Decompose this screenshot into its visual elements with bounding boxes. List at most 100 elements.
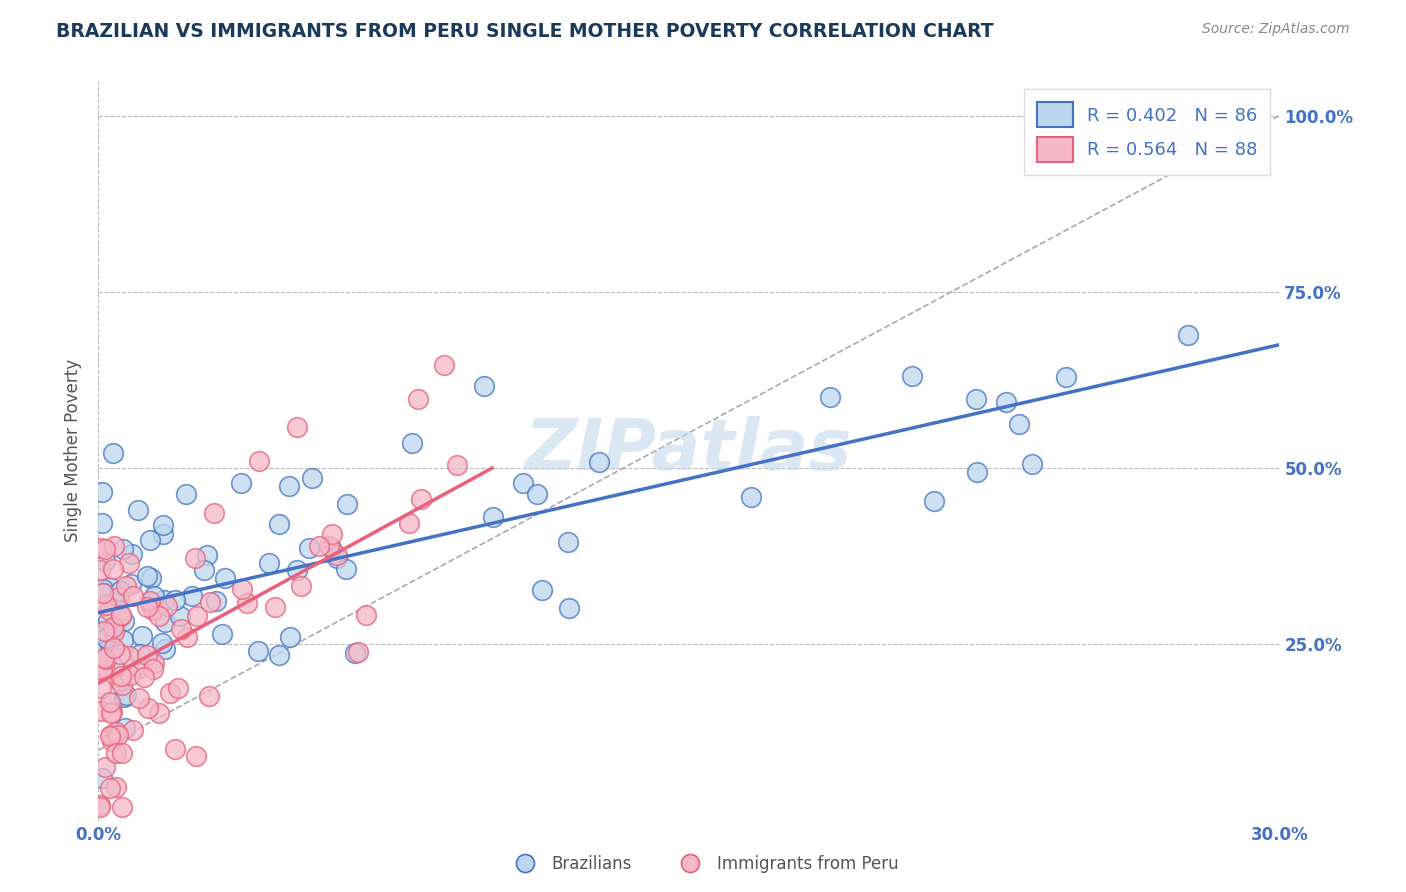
Point [169,608,191,623]
Point [91,663,114,677]
Point [152,527,174,541]
Point [139,594,162,608]
Point [94,652,117,666]
Point [94,760,117,774]
Point [204,594,226,608]
Point [89,799,111,814]
Point [354,608,377,623]
Point [257,556,280,570]
Point [101,620,124,634]
Point [558,600,581,615]
Point [101,729,124,743]
Point [103,625,125,640]
Point [98,780,121,795]
Point [97,614,120,628]
Point [90,681,112,695]
Point [285,563,308,577]
Point [398,516,420,531]
Point [110,609,132,624]
Point [150,636,173,650]
Point [108,647,131,661]
Point [198,689,221,703]
Point [165,742,187,756]
Point [512,476,534,491]
Point [155,641,177,656]
Point [965,392,987,407]
Point [89,798,111,813]
Point [267,516,290,531]
Point [135,569,157,583]
Point [100,730,122,744]
Point [100,728,122,742]
Point [110,607,132,622]
Point [93,624,115,638]
Point [285,420,308,434]
Text: ZIPatlas: ZIPatlas [526,416,852,485]
Point [264,600,287,615]
Point [344,646,367,660]
Point [214,571,236,585]
Point [170,622,193,636]
Point [104,725,127,739]
Point [401,436,423,450]
Point [142,656,165,670]
Point [101,706,124,720]
Point [90,704,112,718]
Point [105,746,128,760]
Point [200,595,222,609]
Point [118,648,141,663]
Point [112,690,135,704]
Point [290,579,312,593]
Point [136,701,159,715]
Point [406,392,429,406]
Point [101,597,124,611]
Point [91,586,114,600]
Point [159,686,181,700]
Point [193,562,215,576]
Point [108,673,131,688]
Point [128,647,150,661]
Point [321,527,343,541]
Point [115,579,138,593]
Point [103,660,125,674]
Point [155,599,177,614]
Point [118,556,141,570]
Point [98,635,121,649]
Point [101,562,124,576]
Point [89,563,111,577]
Text: BRAZILIAN VS IMMIGRANTS FROM PERU SINGLE MOTHER POVERTY CORRELATION CHART: BRAZILIAN VS IMMIGRANTS FROM PERU SINGLE… [56,22,994,41]
Point [482,509,505,524]
Point [186,748,208,763]
Point [107,591,129,605]
Point [818,390,841,404]
Point [111,678,134,692]
Point [278,630,301,644]
Point [118,668,141,682]
Point [104,621,127,635]
Point [90,541,112,556]
Point [167,681,190,695]
Point [121,547,143,561]
Point [100,580,122,594]
Point [278,479,301,493]
Point [128,690,150,705]
Point [301,471,323,485]
Point [141,602,163,616]
Point [176,630,198,644]
Point [1008,417,1031,432]
Point [93,660,115,674]
Point [197,549,219,563]
Point [122,723,145,738]
Point [94,554,117,568]
Point [110,669,132,683]
Point [142,661,165,675]
Point [139,571,162,585]
Point [740,490,762,504]
Point [143,589,166,603]
Point [93,651,115,665]
Point [247,643,270,657]
Point [531,583,554,598]
Point [180,589,202,603]
Point [319,541,342,556]
Point [100,644,122,658]
